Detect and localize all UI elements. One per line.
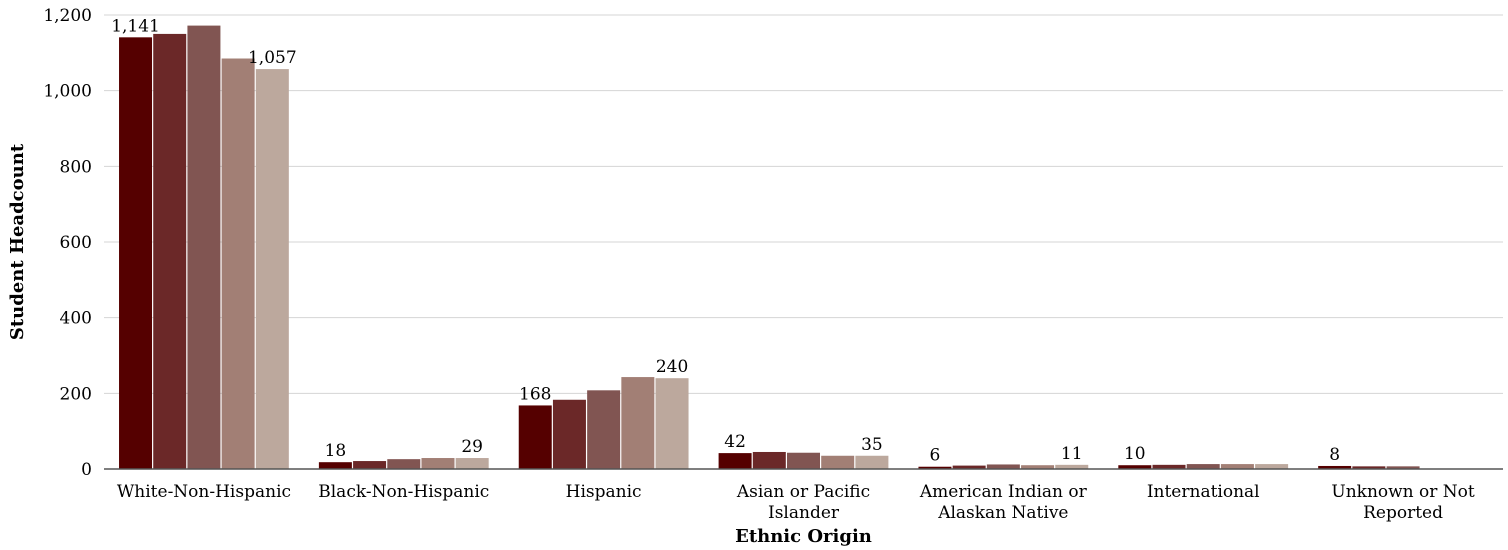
x-category-label: International [1147,482,1260,502]
x-category-label: White-Non-Hispanic [117,482,291,502]
bar [1352,466,1386,469]
data-label: 168 [519,384,551,404]
y-tick-label: 600 [60,233,92,253]
bar [855,455,889,469]
bar [821,455,855,469]
y-tick-label: 0 [81,460,92,480]
data-label: 8 [1329,445,1340,465]
bar [387,459,421,469]
bar [1118,465,1152,469]
bar [153,33,187,470]
bar [1186,464,1220,469]
bar [255,69,289,469]
bar [1152,464,1186,469]
x-category-label: American Indian or Alaskan Native [919,482,1088,523]
bar [421,458,455,469]
bar [787,452,820,469]
data-label: 11 [1061,444,1083,464]
bar [1386,466,1420,469]
bar [952,465,986,469]
bar [718,453,752,469]
bar [1220,464,1254,469]
bar [1255,464,1289,469]
bar [587,390,621,469]
bar [918,466,952,469]
bar [318,462,352,469]
bar [1055,464,1089,469]
y-tick-label: 1,000 [43,82,92,102]
x-category-label: Black-Non-Hispanic [318,482,489,502]
y-tick-label: 200 [60,384,92,404]
y-axis-ticks: 0 200 400 600 800 1,000 1,200 [43,6,92,480]
bar [187,25,221,470]
bar [752,451,786,469]
y-tick-label: 800 [60,157,92,177]
bars [119,25,1420,470]
bar [518,405,552,469]
bar [655,378,689,469]
data-label: 35 [861,435,883,455]
y-tick-label: 1,200 [43,6,92,26]
data-label: 1,057 [248,48,297,68]
bar [621,377,655,469]
x-category-label: Unknown or Not Reported [1331,482,1475,523]
bar [1318,465,1352,469]
bar [1021,465,1055,469]
data-labels: 1,141 1,057 18 29 168 240 42 35 6 11 10 8 [111,16,1340,465]
bar [986,464,1020,469]
x-category-label: Asian or Pacific Islander [736,482,870,523]
bar [119,37,153,470]
bar [455,458,489,469]
data-label: 1,141 [111,16,160,36]
y-tick-label: 400 [60,309,92,329]
bar [221,58,255,470]
data-label: 6 [930,446,941,466]
x-axis-categories: White-Non-Hispanic Black-Non-Hispanic Hisp… [117,482,1475,523]
y-axis-title: Student Headcount [7,143,28,340]
bar [552,399,586,469]
data-label: 240 [656,357,688,377]
data-label: 42 [724,432,746,452]
data-label: 10 [1124,444,1146,464]
x-axis-title: Ethnic Origin [735,526,872,547]
gridlines [104,14,1503,394]
x-category-label: Hispanic [566,482,642,502]
data-label: 29 [461,437,483,457]
bar [353,461,387,469]
data-label: 18 [325,441,347,461]
